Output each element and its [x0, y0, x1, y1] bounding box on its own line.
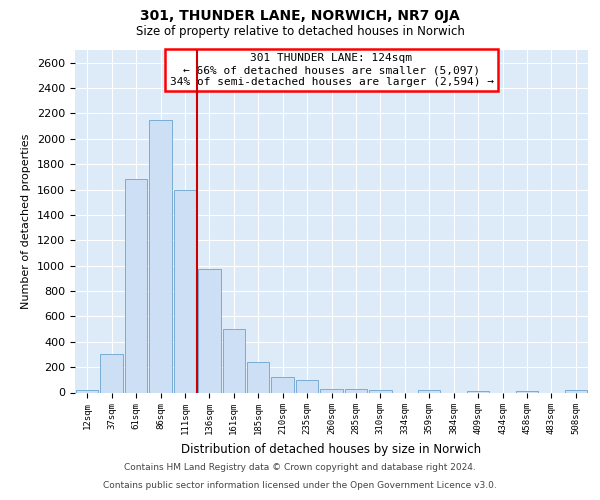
- Bar: [149, 120, 172, 392]
- Text: 301, THUNDER LANE, NORWICH, NR7 0JA: 301, THUNDER LANE, NORWICH, NR7 0JA: [140, 9, 460, 23]
- Bar: [296, 380, 319, 392]
- Y-axis label: Number of detached properties: Number of detached properties: [22, 134, 31, 309]
- Bar: [125, 180, 148, 392]
- Bar: [247, 362, 269, 392]
- Text: Contains HM Land Registry data © Crown copyright and database right 2024.: Contains HM Land Registry data © Crown c…: [124, 462, 476, 471]
- Bar: [467, 390, 490, 392]
- Bar: [418, 390, 440, 392]
- Bar: [515, 390, 538, 392]
- Bar: [198, 270, 221, 392]
- Text: Contains public sector information licensed under the Open Government Licence v3: Contains public sector information licen…: [103, 481, 497, 490]
- Bar: [320, 388, 343, 392]
- Bar: [223, 329, 245, 392]
- Bar: [344, 388, 367, 392]
- Bar: [369, 390, 392, 392]
- Bar: [76, 390, 98, 392]
- Bar: [100, 354, 123, 393]
- X-axis label: Distribution of detached houses by size in Norwich: Distribution of detached houses by size …: [181, 443, 482, 456]
- Text: Size of property relative to detached houses in Norwich: Size of property relative to detached ho…: [136, 25, 464, 38]
- Bar: [271, 378, 294, 392]
- Bar: [565, 390, 587, 392]
- Bar: [173, 190, 196, 392]
- Text: 301 THUNDER LANE: 124sqm
← 66% of detached houses are smaller (5,097)
34% of sem: 301 THUNDER LANE: 124sqm ← 66% of detach…: [170, 54, 493, 86]
